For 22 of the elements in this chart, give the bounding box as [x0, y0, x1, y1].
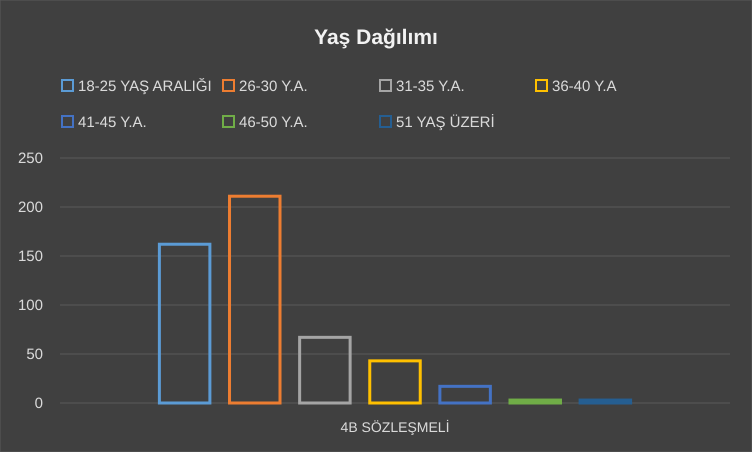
y-tick-label: 100	[18, 297, 43, 314]
legend-label: 26-30 Y.A.	[239, 78, 308, 95]
bar	[578, 398, 632, 404]
legend-label: 31-35 Y.A.	[396, 78, 465, 95]
chart-title: Yaş Dağılımı	[314, 26, 438, 49]
legend-label: 36-40 Y.A	[552, 78, 617, 95]
legend-label: 46-50 Y.A.	[239, 114, 308, 131]
legend-label: 41-45 Y.A.	[78, 114, 147, 131]
y-tick-label: 200	[18, 199, 43, 216]
bar	[158, 242, 212, 404]
bar	[228, 194, 282, 404]
bar	[438, 384, 492, 404]
x-tick-label: 4B SÖZLEŞMELİ	[340, 419, 450, 435]
bar	[368, 359, 422, 404]
legend-label: 51 YAŞ ÜZERİ	[396, 113, 495, 131]
y-tick-label: 150	[18, 248, 43, 265]
bar	[508, 398, 562, 404]
bar	[298, 336, 352, 404]
y-tick-label: 250	[18, 150, 43, 167]
y-tick-label: 50	[26, 346, 43, 363]
y-tick-label: 0	[34, 395, 43, 412]
legend-label: 18-25 YAŞ ARALIĞI	[78, 77, 212, 95]
